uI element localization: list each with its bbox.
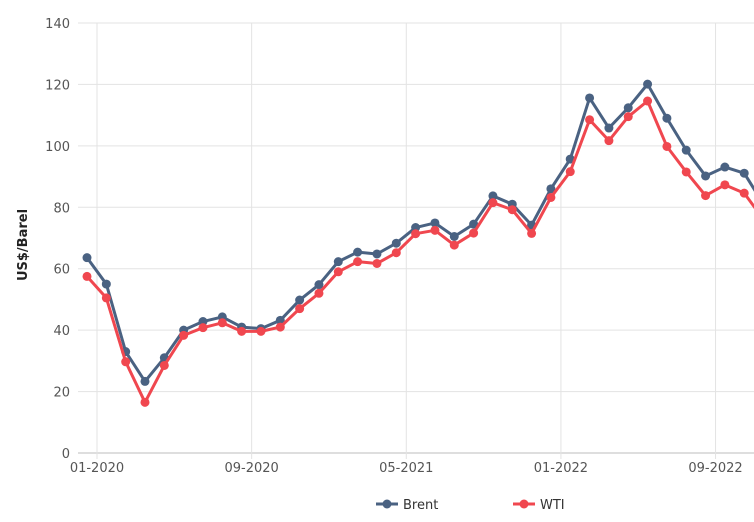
data-point — [449, 231, 459, 241]
y-tick-label: 20 — [53, 386, 70, 401]
data-point — [217, 318, 227, 328]
y-tick-label: 100 — [45, 140, 70, 155]
data-point — [430, 218, 440, 228]
data-point — [565, 167, 575, 177]
legend[interactable]: Brent WTI — [376, 498, 565, 513]
data-point — [662, 113, 672, 123]
data-point — [720, 180, 730, 190]
legend-swatch-marker — [519, 499, 529, 509]
data-point — [643, 96, 653, 106]
y-axis-title: US$/Barel — [16, 209, 31, 281]
legend-label: Brent — [403, 498, 438, 513]
data-point — [275, 322, 285, 332]
data-point — [237, 326, 247, 336]
legend-label: WTI — [540, 498, 565, 513]
data-point — [623, 103, 633, 113]
x-tick-label: 09-2020 — [224, 461, 278, 476]
data-point — [101, 293, 111, 303]
data-point — [604, 136, 614, 146]
data-point — [662, 141, 672, 151]
x-tick-label: 05-2021 — [379, 461, 433, 476]
data-point — [275, 315, 285, 325]
data-point — [488, 198, 498, 208]
data-point — [295, 304, 305, 314]
data-point — [82, 271, 92, 281]
data-point — [681, 145, 691, 155]
y-tick-label: 120 — [45, 78, 70, 93]
data-point — [140, 397, 150, 407]
legend-item-wti[interactable]: WTI — [513, 498, 565, 513]
data-point — [681, 167, 691, 177]
data-point — [739, 188, 749, 198]
data-point — [411, 229, 421, 239]
y-tick-label: 40 — [53, 324, 70, 339]
data-point — [546, 192, 556, 202]
data-point — [430, 225, 440, 235]
y-axis: 0 20 40 60 80 100 120 140 — [45, 17, 70, 462]
data-point — [198, 323, 208, 333]
data-point — [527, 228, 537, 238]
data-point — [295, 295, 305, 305]
data-point — [391, 248, 401, 258]
series-layer — [82, 79, 754, 407]
data-point — [333, 267, 343, 277]
legend-swatch-marker — [382, 499, 392, 509]
data-point — [372, 249, 382, 259]
x-axis: 01-2020 09-2020 05-2021 01-2022 09-2022 — [70, 461, 743, 476]
data-point — [372, 258, 382, 268]
grid — [78, 22, 754, 459]
data-point — [701, 171, 711, 181]
data-point — [353, 247, 363, 257]
data-point — [449, 240, 459, 250]
data-point — [469, 219, 479, 229]
data-point — [604, 123, 614, 133]
data-point — [701, 191, 711, 201]
data-point — [546, 184, 556, 194]
data-point — [643, 79, 653, 89]
y-tick-label: 80 — [53, 201, 70, 216]
data-point — [82, 253, 92, 263]
data-point — [121, 357, 131, 367]
data-point — [256, 326, 266, 336]
data-point — [585, 115, 595, 125]
x-tick-label: 09-2022 — [688, 461, 742, 476]
y-tick-label: 140 — [45, 17, 70, 32]
data-point — [488, 191, 498, 201]
y-tick-label: 0 — [62, 447, 70, 462]
data-point — [565, 154, 575, 164]
legend-item-brent[interactable]: Brent — [376, 498, 438, 513]
data-point — [623, 112, 633, 122]
y-tick-label: 60 — [53, 263, 70, 278]
data-point — [507, 205, 517, 215]
data-point — [585, 93, 595, 103]
data-point — [720, 162, 730, 172]
series-wti — [82, 96, 754, 407]
x-tick-label: 01-2022 — [534, 461, 588, 476]
data-point — [739, 168, 749, 178]
data-point — [469, 228, 479, 238]
data-point — [140, 376, 150, 386]
data-point — [179, 330, 189, 340]
x-tick-label: 01-2020 — [70, 461, 124, 476]
data-point — [101, 279, 111, 289]
data-point — [159, 360, 169, 370]
series-brent — [82, 79, 754, 386]
data-point — [314, 288, 324, 298]
data-point — [353, 257, 363, 267]
data-point — [314, 280, 324, 290]
data-point — [333, 257, 343, 267]
data-point — [391, 238, 401, 248]
